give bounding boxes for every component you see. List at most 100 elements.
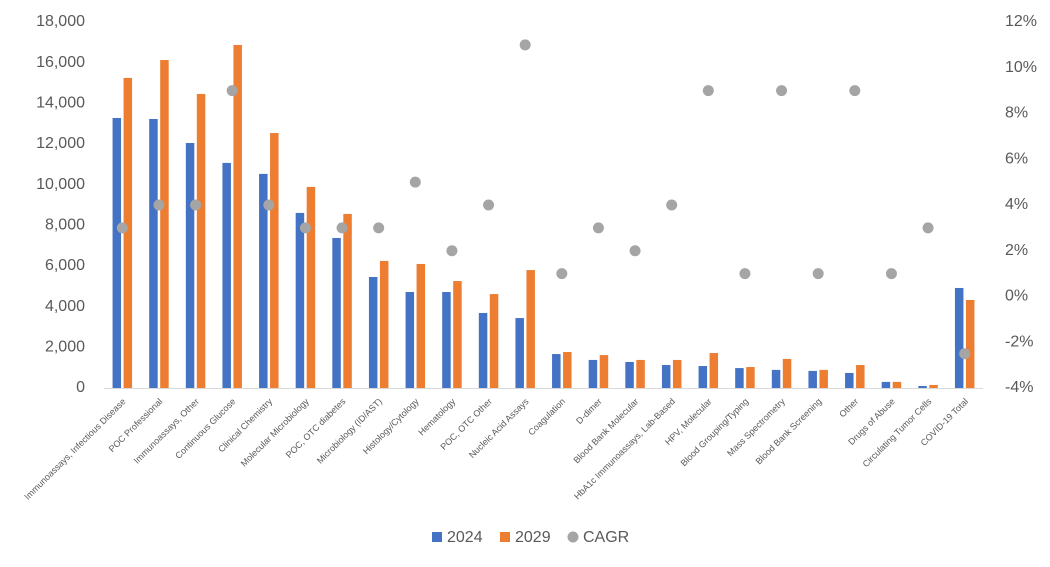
bar-2024-7 bbox=[368, 276, 378, 388]
bar-2029-17 bbox=[746, 367, 755, 388]
category-label: Molecular Microbiology bbox=[239, 396, 312, 469]
cagr-point-4 bbox=[263, 199, 275, 211]
cagr-point-0 bbox=[116, 222, 128, 234]
cagr-point-3 bbox=[226, 85, 238, 97]
category-label: Other bbox=[837, 396, 860, 419]
bar-2029-4 bbox=[270, 133, 279, 388]
bar-2029-11 bbox=[526, 270, 535, 388]
bar-2029-18 bbox=[782, 358, 792, 388]
legend-swatch-2024 bbox=[432, 532, 442, 542]
right-axis-tick-label: 12% bbox=[1005, 13, 1037, 30]
bar-2029-23 bbox=[965, 299, 975, 388]
bar-2029-13 bbox=[599, 355, 609, 388]
bar-2029-12 bbox=[563, 352, 572, 388]
bar-2029-16 bbox=[709, 353, 719, 388]
cagr-point-6 bbox=[336, 222, 348, 234]
right-axis-ticks: -4% -2% 0% 2% 4% 6% 8% 10% 12% bbox=[1005, 13, 1037, 396]
legend: 2024 2029 CAGR bbox=[432, 529, 629, 546]
right-axis-tick-label: -4% bbox=[1005, 379, 1033, 396]
bar-2024-0 bbox=[112, 117, 122, 389]
cagr-point-19 bbox=[812, 268, 824, 280]
bar-2029-9 bbox=[453, 281, 462, 388]
bar-2024-2 bbox=[185, 142, 195, 388]
cagr-point-12 bbox=[556, 268, 568, 280]
bar-2024-11 bbox=[515, 318, 524, 388]
cagr-point-11 bbox=[519, 39, 531, 51]
bar-2029-14 bbox=[636, 359, 645, 388]
bar-2024-17 bbox=[735, 368, 744, 388]
cagr-point-20 bbox=[849, 85, 861, 97]
left-axis-tick-label: 14,000 bbox=[36, 95, 85, 112]
legend-label: 2024 bbox=[447, 529, 483, 546]
bar-2029-21 bbox=[892, 381, 902, 388]
cagr-point-13 bbox=[592, 222, 604, 234]
bar-2024-6 bbox=[332, 237, 341, 388]
bar-2024-20 bbox=[845, 372, 854, 388]
cagr-points-group bbox=[116, 39, 971, 360]
bar-2024-8 bbox=[405, 292, 415, 388]
bar-2024-13 bbox=[588, 359, 598, 388]
left-axis-tick-label: 18,000 bbox=[36, 13, 85, 30]
cagr-point-15 bbox=[666, 199, 678, 211]
cagr-point-17 bbox=[739, 268, 751, 280]
bar-2024-15 bbox=[661, 365, 671, 388]
bar-2029-6 bbox=[343, 213, 352, 388]
bar-2029-3 bbox=[233, 44, 242, 389]
cagr-point-8 bbox=[409, 176, 421, 188]
left-axis-tick-label: 10,000 bbox=[36, 176, 85, 193]
right-axis-tick-label: 6% bbox=[1005, 150, 1028, 167]
left-axis-tick-label: 6,000 bbox=[45, 257, 85, 274]
left-axis-ticks: 0 2,000 4,000 6,000 8,000 10,000 12,000 14,000 1… bbox=[36, 13, 85, 396]
legend-swatch-CAGR bbox=[567, 531, 579, 543]
left-axis-tick-label: 12,000 bbox=[36, 135, 85, 152]
bar-2024-4 bbox=[259, 173, 268, 388]
bar-2029-1 bbox=[160, 60, 169, 388]
bar-2024-23 bbox=[954, 287, 964, 388]
legend-label: 2029 bbox=[515, 529, 551, 546]
right-axis-tick-label: -2% bbox=[1005, 333, 1033, 350]
right-axis-tick-label: 4% bbox=[1005, 196, 1028, 213]
category-label: Blood Bank Molecular bbox=[571, 396, 640, 465]
left-axis-tick-label: 2,000 bbox=[45, 339, 85, 356]
cagr-point-2 bbox=[190, 199, 202, 211]
cagr-point-10 bbox=[483, 199, 495, 211]
bar-2024-1 bbox=[149, 118, 158, 389]
cagr-point-23 bbox=[959, 348, 971, 360]
bar-2029-5 bbox=[306, 186, 316, 388]
category-label: Blood Bank Screening bbox=[754, 396, 824, 466]
right-axis-tick-label: 0% bbox=[1005, 288, 1028, 305]
bar-2024-12 bbox=[552, 354, 561, 388]
bar-2024-10 bbox=[478, 312, 488, 388]
cagr-point-9 bbox=[446, 245, 458, 257]
bar-2024-3 bbox=[222, 162, 231, 388]
cagr-point-16 bbox=[702, 85, 714, 97]
category-label: Microbiology (ID/AST) bbox=[315, 396, 384, 465]
cagr-point-22 bbox=[922, 222, 934, 234]
bar-2024-18 bbox=[771, 369, 781, 388]
cagr-point-5 bbox=[299, 222, 311, 234]
bar-2029-19 bbox=[819, 369, 828, 388]
category-label: Coagulation bbox=[526, 396, 567, 437]
bar-2029-22 bbox=[929, 384, 938, 388]
bar-2024-5 bbox=[295, 212, 305, 388]
cagr-point-21 bbox=[885, 268, 897, 280]
bar-2024-22 bbox=[918, 385, 927, 388]
bar-2029-7 bbox=[379, 260, 389, 388]
left-axis-tick-label: 8,000 bbox=[45, 217, 85, 234]
cagr-point-7 bbox=[373, 222, 385, 234]
bar-2024-16 bbox=[698, 366, 708, 388]
bar-2029-0 bbox=[123, 77, 133, 389]
bars-group bbox=[112, 44, 975, 389]
bar-2029-8 bbox=[416, 263, 426, 388]
legend-swatch-2029 bbox=[500, 532, 510, 542]
left-axis-tick-label: 16,000 bbox=[36, 54, 85, 71]
cagr-point-14 bbox=[629, 245, 641, 257]
right-axis-tick-label: 8% bbox=[1005, 105, 1028, 122]
bar-2024-19 bbox=[808, 370, 817, 388]
bar-2024-21 bbox=[881, 381, 891, 388]
category-label: Circulating Tumor Cells bbox=[861, 396, 934, 469]
bar-2024-9 bbox=[442, 292, 451, 388]
bar-2029-20 bbox=[856, 365, 865, 388]
